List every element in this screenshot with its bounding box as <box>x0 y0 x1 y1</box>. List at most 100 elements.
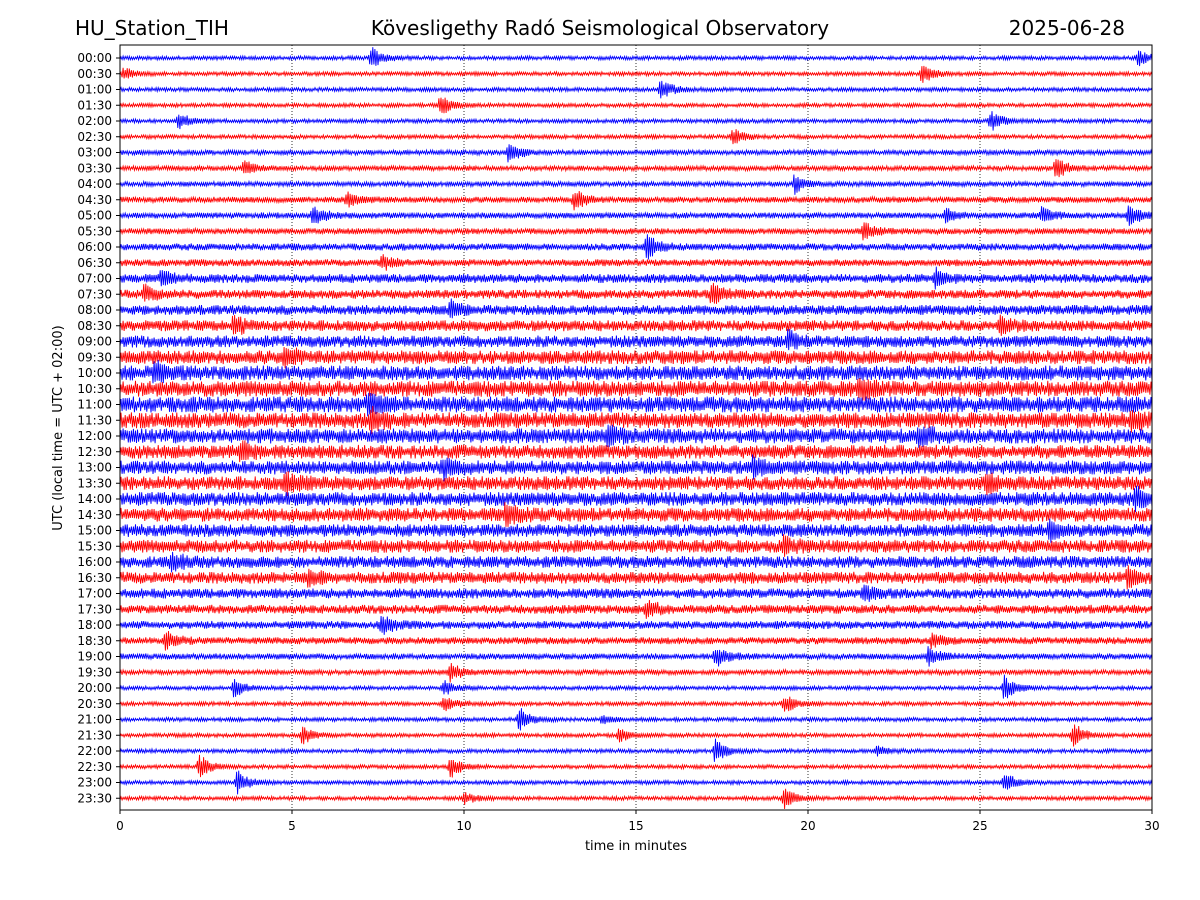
row-time-label: 04:00 <box>77 177 112 191</box>
trace-row-0600 <box>119 234 1153 260</box>
trace-row-1100 <box>119 392 1153 417</box>
trace-row-2130 <box>119 724 1153 747</box>
row-time-label: 02:30 <box>77 130 112 144</box>
row-time-label: 17:00 <box>77 587 112 601</box>
trace-row-0730 <box>119 282 1153 304</box>
row-time-label: 04:30 <box>77 193 112 207</box>
row-time-label: 18:30 <box>77 634 112 648</box>
trace-row-2300 <box>119 770 1153 795</box>
row-time-label: 17:30 <box>77 602 112 616</box>
row-time-label: 20:30 <box>77 697 112 711</box>
x-tick-label: 10 <box>456 819 471 833</box>
trace-row-0800 <box>119 298 1153 319</box>
seismogram-traces <box>119 47 1153 810</box>
row-time-label: 21:00 <box>77 713 112 727</box>
observatory-title: Kövesligethy Radó Seismological Observat… <box>371 16 829 40</box>
trace-row-2200 <box>119 738 1153 762</box>
y-axis-label: UTC (local time = UTC + 02:00) <box>51 325 66 530</box>
x-tick-label: 25 <box>972 819 987 833</box>
trace-row-1030 <box>119 377 1153 401</box>
row-time-label: 08:30 <box>77 319 112 333</box>
trace-row-2100 <box>119 708 1153 731</box>
trace-row-1230 <box>119 440 1153 463</box>
row-time-label: 15:00 <box>77 524 112 538</box>
trace-row-1530 <box>119 534 1153 557</box>
row-time-label: 15:30 <box>77 539 112 553</box>
trace-row-1930 <box>119 662 1153 683</box>
trace-row-1800 <box>119 615 1153 635</box>
trace-row-1000 <box>119 359 1153 384</box>
trace-row-0700 <box>119 266 1153 290</box>
trace-row-0500 <box>119 205 1153 226</box>
trace-row-0830 <box>119 314 1153 336</box>
row-time-label: 10:00 <box>77 366 112 380</box>
trace-row-1830 <box>119 630 1153 651</box>
row-time-label: 20:00 <box>77 681 112 695</box>
trace-row-1500 <box>119 518 1153 543</box>
row-time-label: 23:00 <box>77 776 112 790</box>
row-time-label: 22:30 <box>77 760 112 774</box>
row-time-label: 05:30 <box>77 224 112 238</box>
station-title: HU_Station_TIH <box>75 16 229 40</box>
row-time-label: 19:30 <box>77 665 112 679</box>
row-time-label: 05:00 <box>77 209 112 223</box>
row-time-label: 16:30 <box>77 571 112 585</box>
trace-row-1430 <box>119 502 1153 527</box>
trace-row-0630 <box>119 254 1153 271</box>
row-time-label: 08:00 <box>77 303 112 317</box>
trace-row-2230 <box>119 754 1153 778</box>
trace-row-2030 <box>119 696 1153 712</box>
row-time-label: 11:00 <box>77 398 112 412</box>
row-time-label: 07:00 <box>77 272 112 286</box>
row-time-label: 10:30 <box>77 382 112 396</box>
row-time-label: 06:00 <box>77 240 112 254</box>
row-time-label: 18:00 <box>77 618 112 632</box>
row-time-label: 14:30 <box>77 508 112 522</box>
row-time-label: 13:00 <box>77 461 112 475</box>
row-time-label: 00:30 <box>77 67 112 81</box>
trace-row-0230 <box>119 129 1153 145</box>
row-time-label: 02:00 <box>77 114 112 128</box>
trace-row-1700 <box>119 584 1153 602</box>
trace-row-2000 <box>119 674 1153 699</box>
row-time-label: 06:30 <box>77 256 112 270</box>
plot-frame <box>119 44 1153 811</box>
row-time-label: 09:30 <box>77 350 112 364</box>
trace-row-0330 <box>119 159 1153 178</box>
row-time-label: 23:30 <box>77 791 112 805</box>
x-tick-label: 20 <box>800 819 815 833</box>
x-tick-label: 0 <box>116 819 124 833</box>
row-time-label: 13:30 <box>77 476 112 490</box>
trace-row-0900 <box>119 328 1153 351</box>
trace-row-0130 <box>119 97 1153 114</box>
trace-row-1630 <box>119 565 1153 590</box>
row-time-label: 19:00 <box>77 650 112 664</box>
trace-row-1730 <box>119 599 1153 619</box>
trace-row-1400 <box>119 485 1153 513</box>
x-tick-label: 30 <box>1144 819 1159 833</box>
trace-row-1300 <box>119 454 1153 482</box>
trace-row-0200 <box>119 111 1153 131</box>
trace-row-2330 <box>119 788 1153 810</box>
trace-row-0030 <box>119 65 1153 83</box>
row-time-label: 14:00 <box>77 492 112 506</box>
row-time-label: 09:00 <box>77 335 112 349</box>
x-ticks: 0 5 10 15 20 25 30 <box>116 810 1160 833</box>
row-time-label: 22:00 <box>77 744 112 758</box>
trace-row-1200 <box>119 424 1153 448</box>
row-time-label: 11:30 <box>77 413 112 427</box>
trace-row-1900 <box>119 646 1153 667</box>
row-time-label: 01:00 <box>77 83 112 97</box>
trace-row-1130 <box>119 405 1153 435</box>
row-time-label: 12:00 <box>77 429 112 443</box>
trace-row-0000 <box>119 47 1153 67</box>
grid-lines <box>291 45 981 810</box>
row-time-label: 00:00 <box>77 51 112 65</box>
row-time-label: 07:30 <box>77 287 112 301</box>
x-tick-label: 5 <box>288 819 296 833</box>
trace-row-1600 <box>119 551 1153 573</box>
row-time-label: 21:30 <box>77 728 112 742</box>
trace-row-0530 <box>119 222 1153 241</box>
